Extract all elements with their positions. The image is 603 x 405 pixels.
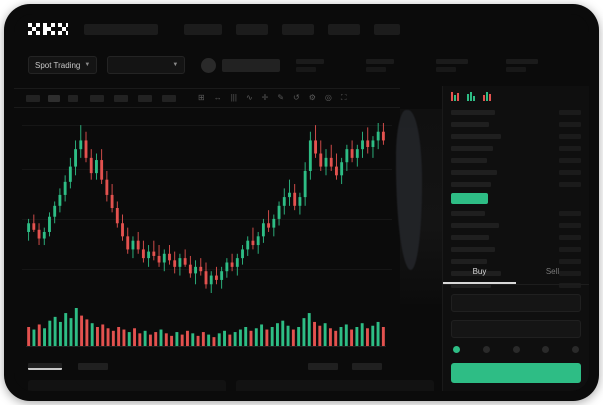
slider-dot-2[interactable] [512,346,520,353]
orderbook-ask-row[interactable] [451,144,581,153]
chart-gridline [22,125,392,126]
orderbook-ask-row[interactable] [451,132,581,141]
amount-slider[interactable] [443,346,589,353]
trading-mode-label: Spot Trading [35,60,81,70]
tab-open-orders[interactable] [28,362,62,370]
orderbook-header [443,86,589,106]
nav-item-2[interactable] [236,23,268,35]
chart-gridline [22,269,392,270]
bottom-card-1[interactable] [236,380,434,391]
camera-icon[interactable]: ◎ [324,93,332,102]
candle-type-icon[interactable]: ||| [230,93,237,102]
orderbook-bid-row[interactable] [451,233,581,242]
trade-side-tabs: Buy Sell [443,262,589,285]
timeframe-option-3[interactable] [90,94,104,102]
orderbook-ask-row[interactable] [451,120,581,129]
timeframe-option-2[interactable] [68,94,78,102]
market-stat-high [436,58,469,72]
slider-dot-1[interactable] [482,346,490,353]
timeframe-option-5[interactable] [138,94,152,102]
order-price-field[interactable] [451,294,581,312]
orderbook-ask-row[interactable] [451,168,581,177]
market-sub-bar: Spot Trading ▼ ▼ [14,44,589,86]
indicator-icon[interactable]: ⊞ [198,93,205,102]
orderbook-ask-row[interactable] [451,108,581,117]
candlestick-series [27,123,385,293]
chevron-down-icon: ▼ [172,62,179,68]
chart-tool-icon-group: ⊞ ↔ ||| ∿ ✛ ✎ ↺ ⚙ ◎ ⛶ [198,94,347,102]
overlay-artifact [396,110,422,270]
slider-dot-0[interactable] [453,346,460,353]
timeframe-option-1[interactable] [48,94,60,102]
bottom-card-0[interactable] [28,380,226,391]
app-viewport: Spot Trading ▼ ▼ [14,14,589,391]
fullscreen-icon[interactable]: ⛶ [340,93,347,102]
orderbook-bid-row[interactable] [451,209,581,218]
undo-icon[interactable]: ↺ [293,93,300,102]
orderbook-mid-price [451,193,488,204]
trading-mode-select[interactable]: Spot Trading ▼ [28,56,98,74]
order-amount-field[interactable] [451,320,581,338]
bottom-cards [28,380,434,391]
chevron-down-icon: ▼ [84,62,91,68]
tab-buy[interactable]: Buy [443,262,516,284]
orderbook-bid-row[interactable] [451,257,581,266]
nav-item-0[interactable] [84,23,158,35]
orderbook-bid-row[interactable] [451,269,581,278]
okx-logo[interactable] [28,22,68,36]
pair-select[interactable]: ▼ [107,56,186,74]
orderbook-panel: Buy Sell [442,86,589,391]
draw-icon[interactable]: ✎ [277,93,285,102]
market-stat-volume [506,58,539,72]
slider-dot-4[interactable] [572,346,579,353]
settings-icon[interactable]: ⚙ [308,93,316,102]
chart-gridline [22,169,392,170]
market-stat-price [296,58,325,72]
okx-logo-icon [28,22,68,35]
orderbook-bid-row[interactable] [451,245,581,254]
market-stat-change [366,58,395,72]
orders-tab-bar [14,358,442,374]
tablet-device-frame: Spot Trading ▼ ▼ [4,4,599,401]
timeframe-option-0[interactable] [26,94,40,102]
orderbook-sell-icon[interactable] [483,91,493,101]
orderbook-bid-row[interactable] [451,281,581,290]
nav-item-1[interactable] [184,23,222,35]
top-navigation-bar [14,14,589,44]
tab-order-history[interactable] [78,362,108,370]
orderbook-ask-row[interactable] [451,180,581,189]
orderbook-buy-icon[interactable] [467,91,477,101]
orderbook-bid-row[interactable] [451,221,581,230]
timeframe-option-6[interactable] [162,94,176,102]
nav-item-5[interactable] [374,23,400,35]
crosshair-icon[interactable]: ✛ [261,93,269,102]
tab-assets[interactable] [352,362,382,370]
price-chart-panel[interactable] [14,109,400,354]
slider-dot-3[interactable] [542,346,550,353]
volume-series [26,308,386,347]
chart-toolbar: ⊞ ↔ ||| ∿ ✛ ✎ ↺ ⚙ ◎ ⛶ [14,88,400,108]
line-chart-icon[interactable]: ∿ [245,93,253,102]
pair-name-label [222,58,281,72]
tab-positions[interactable] [308,362,338,370]
nav-item-3[interactable] [282,23,314,35]
orderbook-depth-icon[interactable] [451,91,461,101]
orderbook-ask-row[interactable] [451,156,581,165]
coin-avatar-icon [201,57,217,73]
tab-sell[interactable]: Sell [545,267,560,276]
orderbook-rows[interactable] [443,106,589,290]
nav-item-4[interactable] [328,23,360,35]
timeframe-option-4[interactable] [114,94,128,102]
compare-icon[interactable]: ↔ [213,93,222,102]
submit-buy-button[interactable] [451,363,581,383]
chart-gridline [22,219,392,220]
